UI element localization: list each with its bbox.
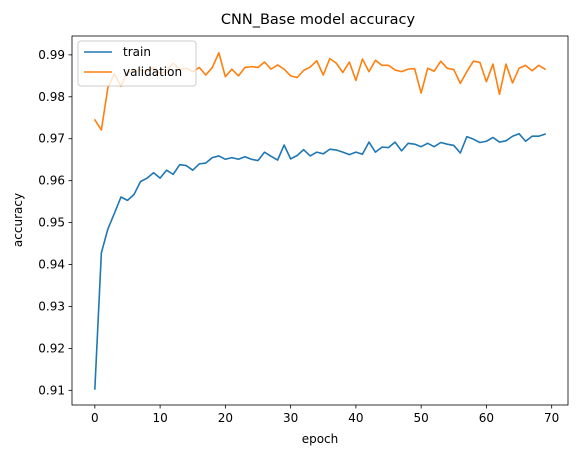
x-tick-label: 20 (218, 411, 233, 425)
y-tick-label: 0.96 (38, 174, 65, 188)
axis-ticks: 0 10 20 30 40 50 60 70 0.91 0.92 0.93 0.94 0.95 0.96 0… (38, 48, 559, 425)
x-tick-label: 10 (152, 411, 167, 425)
y-tick-label: 0.98 (38, 90, 65, 104)
y-tick-label: 0.93 (38, 299, 65, 313)
y-tick-label: 0.99 (38, 48, 65, 62)
x-tick-label: 70 (544, 411, 559, 425)
x-tick-label: 40 (348, 411, 363, 425)
x-tick-label: 60 (479, 411, 494, 425)
x-tick-label: 30 (283, 411, 298, 425)
plot-frame (71, 35, 569, 406)
x-tick-label: 0 (91, 411, 99, 425)
y-tick-label: 0.97 (38, 132, 65, 146)
y-tick-label: 0.95 (38, 216, 65, 230)
chart-title: CNN_Base model accuracy (221, 12, 416, 28)
legend: train validation (77, 40, 197, 87)
y-tick-label: 0.92 (38, 341, 65, 355)
legend-label-train: train (123, 45, 151, 59)
x-axis-label: epoch (302, 432, 339, 446)
series-line-train (94, 132, 546, 390)
y-tick-label: 0.94 (38, 258, 65, 272)
legend-label-validation: validation (123, 65, 182, 79)
x-tick-label: 50 (414, 411, 429, 425)
y-tick-label: 0.91 (38, 383, 65, 397)
y-axis-label: accuracy (11, 193, 25, 247)
